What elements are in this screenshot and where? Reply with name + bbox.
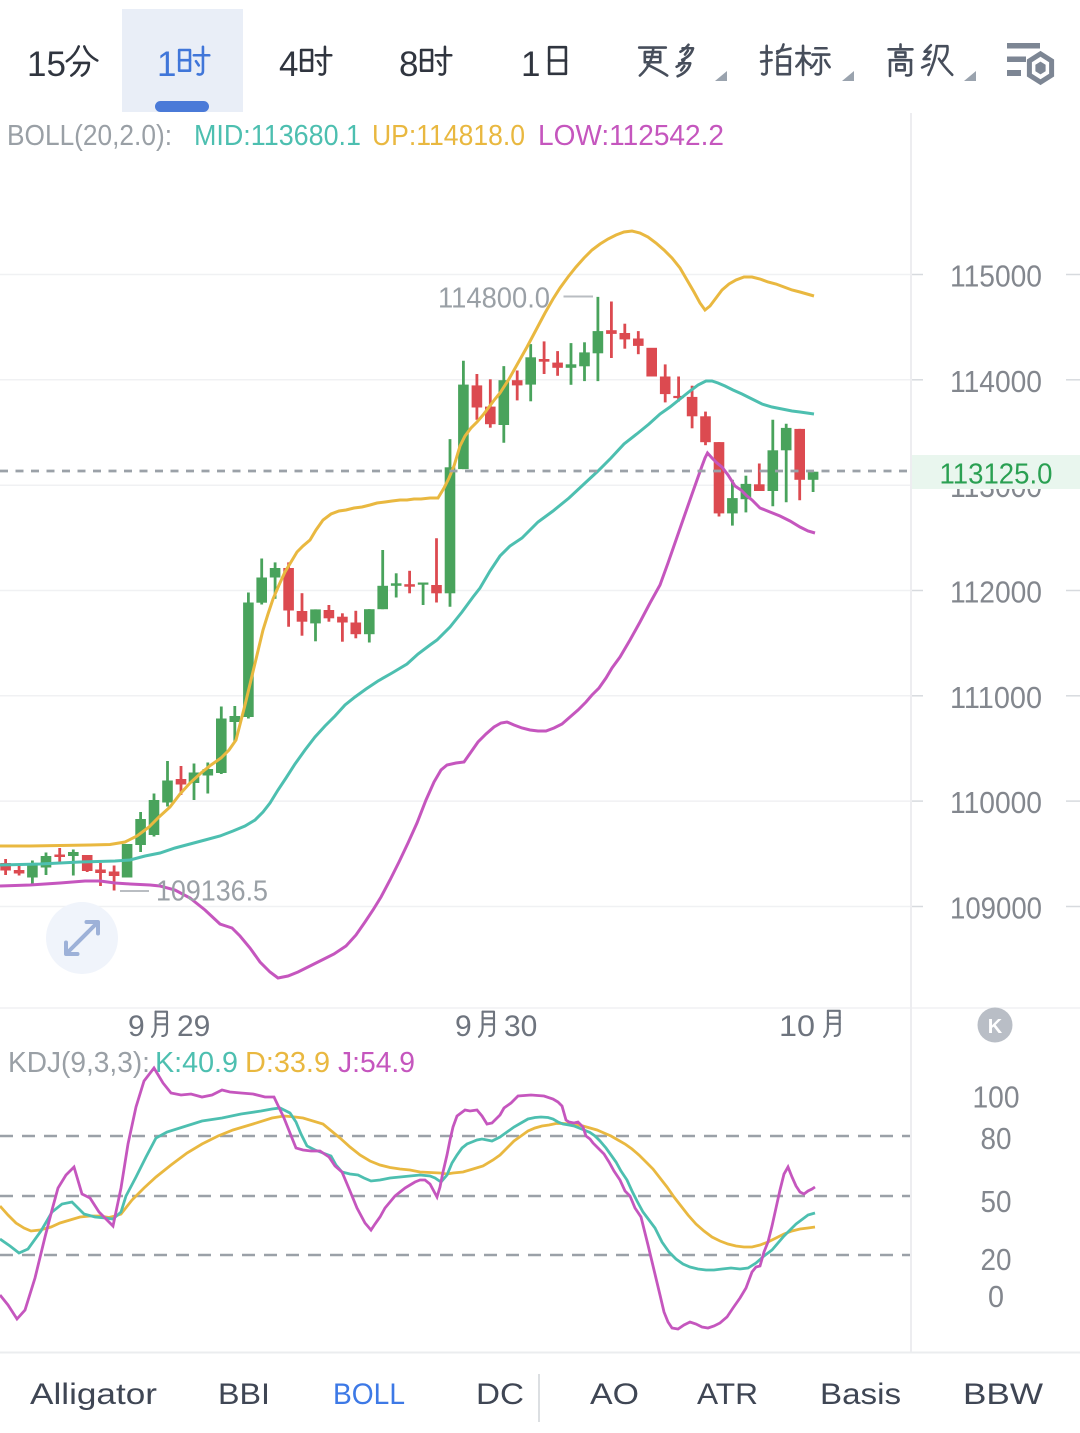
- svg-text:BBI: BBI: [218, 1378, 270, 1411]
- svg-text:BOLL(20,2.0):: BOLL(20,2.0):: [7, 120, 172, 152]
- svg-text:109136.5: 109136.5: [156, 876, 268, 908]
- svg-text:50: 50: [981, 1184, 1012, 1219]
- svg-text:112000: 112000: [950, 575, 1042, 610]
- svg-text:1: 1: [521, 45, 540, 84]
- svg-text:80: 80: [981, 1121, 1012, 1156]
- svg-text:4: 4: [279, 45, 298, 84]
- svg-text:114000: 114000: [950, 364, 1042, 399]
- svg-text:Basis: Basis: [820, 1378, 901, 1411]
- svg-text:8: 8: [399, 45, 418, 84]
- svg-text:20: 20: [981, 1242, 1012, 1277]
- svg-text:9: 9: [128, 1010, 145, 1043]
- svg-text:113125.0: 113125.0: [940, 459, 1053, 491]
- svg-text:110000: 110000: [950, 785, 1042, 820]
- svg-text:100: 100: [973, 1080, 1020, 1115]
- svg-text:DC: DC: [476, 1378, 524, 1411]
- svg-text:15: 15: [27, 45, 66, 84]
- svg-text:0: 0: [988, 1279, 1004, 1314]
- svg-text:KDJ(9,3,3):: KDJ(9,3,3):: [8, 1047, 150, 1079]
- svg-text:10: 10: [779, 1010, 815, 1043]
- svg-text:AO: AO: [590, 1378, 639, 1411]
- svg-text:1: 1: [157, 45, 176, 84]
- svg-text:D:33.9: D:33.9: [245, 1047, 330, 1079]
- svg-text:9: 9: [455, 1010, 472, 1043]
- svg-text:UP:114818.0: UP:114818.0: [372, 120, 525, 152]
- svg-text:109000: 109000: [950, 891, 1042, 926]
- svg-text:K:40.9: K:40.9: [155, 1047, 238, 1079]
- svg-text:J:54.9: J:54.9: [338, 1047, 415, 1079]
- svg-text:LOW:112542.2: LOW:112542.2: [538, 120, 724, 152]
- svg-text:Alligator: Alligator: [30, 1378, 157, 1411]
- svg-text:K: K: [988, 1016, 1003, 1038]
- svg-text:115000: 115000: [950, 259, 1042, 294]
- svg-text:30: 30: [504, 1010, 537, 1043]
- svg-text:MID:113680.1: MID:113680.1: [194, 120, 361, 152]
- svg-text:BBW: BBW: [963, 1378, 1044, 1411]
- svg-text:BOLL: BOLL: [333, 1378, 405, 1411]
- svg-text:114800.0: 114800.0: [438, 283, 550, 315]
- svg-text:29: 29: [177, 1010, 210, 1043]
- svg-text:111000: 111000: [950, 680, 1042, 715]
- svg-text:ATR: ATR: [697, 1378, 758, 1411]
